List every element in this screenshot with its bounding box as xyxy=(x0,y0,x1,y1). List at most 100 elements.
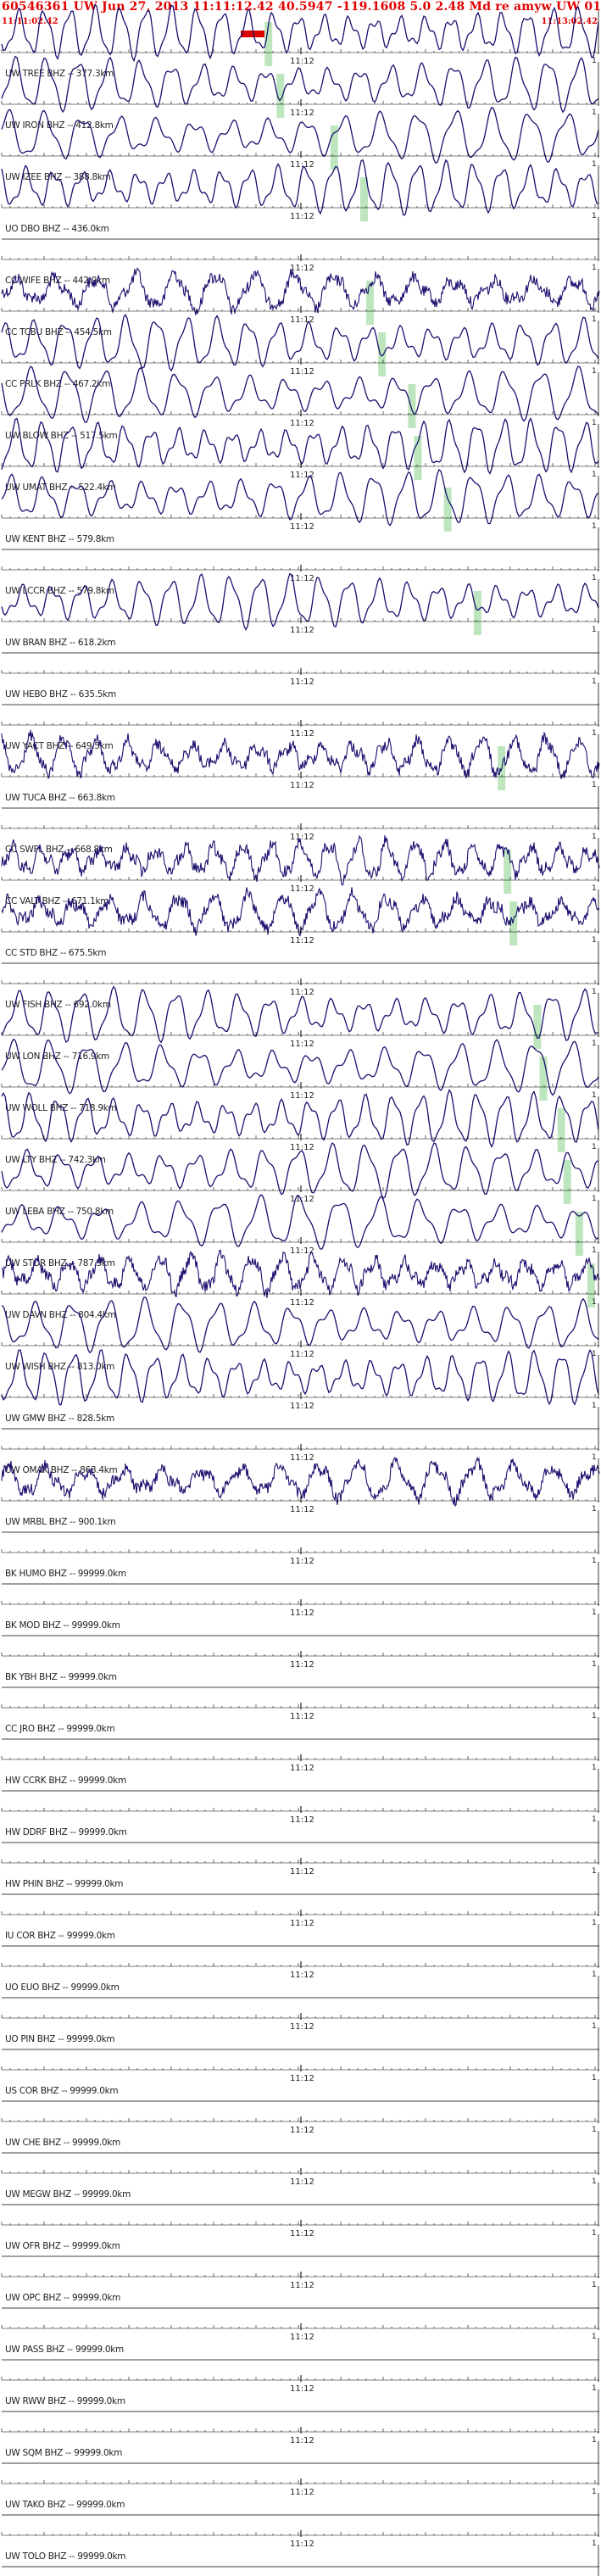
trace-end-label: 1 xyxy=(592,729,597,738)
minute-mark-label: 11:12 xyxy=(290,109,314,118)
trace-row: 11:12 1 UW CHE BHZ -- 99999.0km xyxy=(1,2079,599,2148)
trace-row: 11:12 1 UW OMAK BHZ -- 863.4km xyxy=(1,1407,599,1475)
trace-row: 11:12 1 UW TREE BHZ -- 377.3km xyxy=(1,3,599,79)
trace-row: 11:12 1 CC SWFL BHZ -- 668.8km xyxy=(1,786,599,855)
minute-mark-label: 11:12 xyxy=(290,1040,314,1049)
station-label: IU COR BHZ -- 99999.0km xyxy=(5,1931,115,1941)
waveform-trace xyxy=(1,1038,599,1096)
axis-ticks xyxy=(1,1653,596,1656)
station-label: UW CHE BHZ -- 99999.0km xyxy=(5,2138,120,2148)
waveform-trace xyxy=(1,106,599,164)
axis-ticks xyxy=(1,2377,596,2380)
end-time-label: 11:13:02.42 xyxy=(541,17,598,26)
phase-pick xyxy=(509,901,518,945)
station-label: UW HEBO BHZ -- 635.5km xyxy=(5,689,116,700)
trace-end-label: 1 xyxy=(592,2177,597,2186)
trace-row: 11:12 1 US COR BHZ -- 99999.0km xyxy=(1,2027,599,2096)
phase-pick xyxy=(539,1057,548,1101)
minute-mark-label: 11:12 xyxy=(290,2229,314,2239)
trace-end-label: 1 xyxy=(592,1505,597,1514)
axis-ticks xyxy=(1,1601,596,1604)
traces-layer: 11:12 1 UW TREE BHZ -- 377.3km 11:12 1 UW IRO… xyxy=(1,3,600,2576)
phase-pick xyxy=(473,591,481,635)
minute-mark-label: 11:12 xyxy=(290,1557,314,1566)
trace-end-label: 1 xyxy=(592,626,597,634)
axis-ticks xyxy=(1,101,596,104)
trace-end-label: 1 xyxy=(592,1971,597,1979)
trace-end-label: 1 xyxy=(592,1867,597,1876)
minute-mark-label: 11:12 xyxy=(290,988,314,997)
station-label: CC VALT BHZ -- 671.1km xyxy=(5,896,109,906)
axis-ticks xyxy=(1,1963,596,1966)
trace-row: 11:12 1 HW PHIN BHZ -- 99999.0km xyxy=(1,1820,599,1889)
minute-mark-label: 11:12 xyxy=(290,315,314,325)
minute-mark-label: 11:12 xyxy=(290,626,314,635)
trace-end-label: 1 xyxy=(592,1453,597,1462)
trace-end-label: 1 xyxy=(592,1609,597,1617)
trace-end-label: 1 xyxy=(592,1557,597,1565)
trace-end-label: 1 xyxy=(592,1350,597,1358)
trace-end-label: 1 xyxy=(592,781,597,789)
axis-ticks xyxy=(1,204,596,208)
station-label: UW GMW BHZ -- 828.5km xyxy=(5,1413,114,1424)
minute-mark-label: 11:12 xyxy=(290,419,314,428)
minute-mark-label: 11:12 xyxy=(290,471,314,480)
station-label: UW IZEE BHZ -- 388.8km xyxy=(5,172,111,182)
phase-pick xyxy=(276,74,285,118)
axis-ticks xyxy=(1,566,596,570)
minute-mark-label: 11:12 xyxy=(290,2074,314,2083)
trace-row: 11:12 1 UW LON BHZ -- 716.9km xyxy=(1,985,599,1062)
station-label: BK MOD BHZ -- 99999.0km xyxy=(5,1620,120,1631)
trace-end-label: 1 xyxy=(592,1660,597,1669)
station-label: UW TOLO BHZ -- 99999.0km xyxy=(5,2551,125,2562)
axis-ticks xyxy=(1,2428,596,2432)
phase-pick xyxy=(366,281,375,325)
axis-ticks xyxy=(1,2480,596,2484)
minute-mark-label: 11:12 xyxy=(290,729,314,739)
station-label: UO EUO BHZ -- 99999.0km xyxy=(5,1982,120,1993)
minute-mark-label: 11:12 xyxy=(290,1143,314,1152)
station-label: HW CCRK BHZ -- 99999.0km xyxy=(5,1776,126,1786)
trace-end-label: 1 xyxy=(592,884,597,893)
trace-end-label: 1 xyxy=(592,2281,597,2289)
station-label: UW STOR BHZ -- 787.3km xyxy=(5,1258,115,1268)
waveform-trace xyxy=(1,729,600,779)
station-label: CC JRO BHZ -- 99999.0km xyxy=(5,1724,114,1734)
axis-ticks xyxy=(1,2118,596,2122)
trace-end-label: 1 xyxy=(592,2126,597,2134)
station-label: CC STD BHZ -- 675.5km xyxy=(5,948,106,958)
phase-pick xyxy=(587,1263,595,1308)
trace-row: 11:12 1 BK MOD BHZ -- 99999.0km xyxy=(1,1562,599,1631)
axis-ticks xyxy=(1,670,596,673)
axis-ticks xyxy=(1,1704,596,1708)
axis-ticks xyxy=(1,2222,596,2225)
station-label: UW TAKO BHZ -- 99999.0km xyxy=(5,2500,125,2510)
minute-mark-label: 11:12 xyxy=(290,1867,314,1876)
station-label: UW RWW BHZ -- 99999.0km xyxy=(5,2396,125,2406)
trace-end-label: 1 xyxy=(592,1195,597,1203)
station-label: UW MEGW BHZ -- 99999.0km xyxy=(5,2189,131,2200)
minute-mark-label: 11:12 xyxy=(290,1091,314,1101)
axis-ticks xyxy=(1,360,596,363)
minute-mark-label: 11:12 xyxy=(290,1815,314,1825)
trace-end-label: 1 xyxy=(592,2333,597,2341)
waveform-trace xyxy=(1,1456,600,1508)
trace-end-label: 1 xyxy=(592,57,597,65)
trace-row: 11:12 1 UW OFR BHZ -- 99999.0km xyxy=(1,2183,599,2251)
axis-ticks xyxy=(1,1135,596,1139)
station-label: UO PIN BHZ -- 99999.0km xyxy=(5,2034,114,2044)
trace-row: 11:12 1 UW RWW BHZ -- 99999.0km xyxy=(1,2338,599,2406)
trace-row: 11:12 1 UW HEBO BHZ -- 635.5km xyxy=(1,631,599,700)
record-header: 60546361 UW Jun 27, 2013 11:11:12.42 40.… xyxy=(0,0,601,32)
axis-ticks xyxy=(1,825,596,828)
trace-row: 11:12 1 UW TAKO BHZ -- 99999.0km xyxy=(1,2441,599,2510)
trace-row: 11:12 1 HW CCRK BHZ -- 99999.0km xyxy=(1,1717,599,1786)
trace-row: 11:12 1 UW BLOW BHZ -- 517.5km xyxy=(1,365,599,441)
trace-end-label: 1 xyxy=(592,264,597,272)
axis-ticks xyxy=(1,1756,596,1759)
trace-row: 11:12 1 UW DAVN BHZ -- 804.4km xyxy=(1,1249,600,1320)
axis-ticks xyxy=(1,1291,596,1294)
minute-mark-label: 11:12 xyxy=(290,1764,314,1773)
axis-ticks xyxy=(1,2532,596,2535)
minute-mark-label: 11:12 xyxy=(290,1350,314,1359)
